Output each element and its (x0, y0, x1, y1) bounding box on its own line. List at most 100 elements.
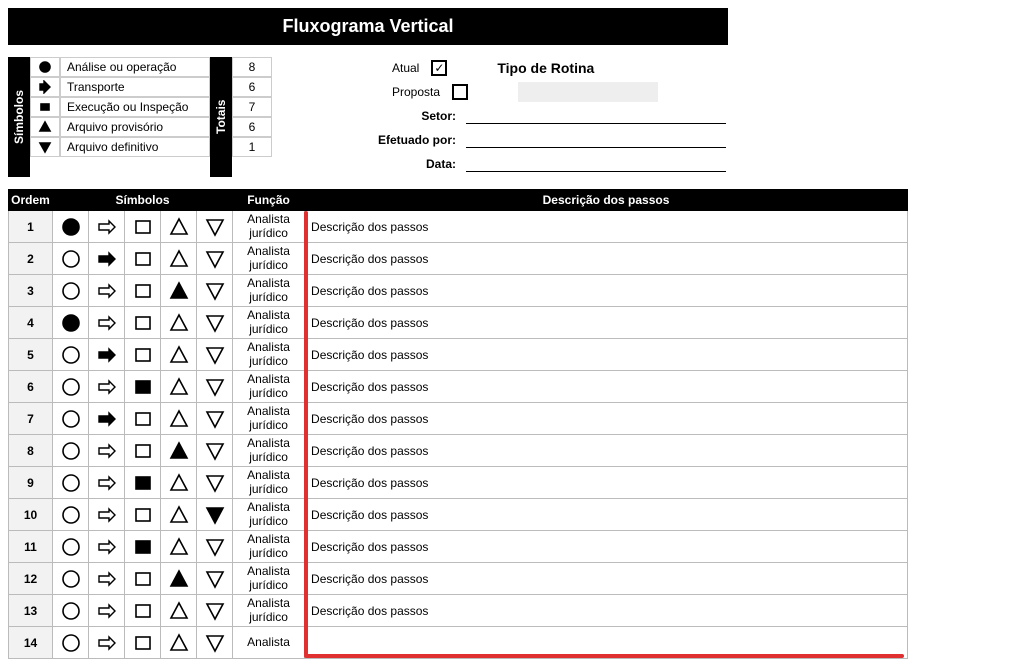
circle-cell[interactable] (53, 563, 89, 595)
circle-cell[interactable] (53, 627, 89, 659)
descricao-cell[interactable]: Descrição dos passos (305, 243, 908, 275)
circle-cell[interactable] (53, 435, 89, 467)
triangle-down-cell[interactable] (197, 211, 233, 243)
triangle-down-cell[interactable] (197, 275, 233, 307)
triangle-up-cell[interactable] (161, 275, 197, 307)
circle-cell[interactable] (53, 371, 89, 403)
square-cell[interactable] (125, 403, 161, 435)
atual-checkbox[interactable]: ✓ (431, 60, 447, 76)
triangle-up-cell[interactable] (161, 371, 197, 403)
triangle-up-cell[interactable] (161, 595, 197, 627)
square-cell[interactable] (125, 467, 161, 499)
circle-cell[interactable] (53, 499, 89, 531)
table-row: 3AnalistajurídicoDescrição dos passos (9, 275, 908, 307)
triangle-up-cell[interactable] (161, 307, 197, 339)
square-cell[interactable] (125, 595, 161, 627)
arrow-cell[interactable] (89, 403, 125, 435)
square-cell[interactable] (125, 563, 161, 595)
descricao-cell[interactable]: Descrição dos passos (305, 307, 908, 339)
arrow-cell[interactable] (89, 339, 125, 371)
triangle-down-cell[interactable] (197, 531, 233, 563)
triangle-down-cell[interactable] (197, 467, 233, 499)
triangle-up-cell[interactable] (161, 467, 197, 499)
circle-cell[interactable] (53, 307, 89, 339)
table-row: 14Analista (9, 627, 908, 659)
arrow-cell[interactable] (89, 467, 125, 499)
circle-cell[interactable] (53, 403, 89, 435)
arrow-cell[interactable] (89, 627, 125, 659)
page-title: Fluxograma Vertical (8, 8, 728, 45)
descricao-cell[interactable] (305, 627, 908, 659)
circle-cell[interactable] (53, 595, 89, 627)
arrow-cell[interactable] (89, 307, 125, 339)
descricao-cell[interactable]: Descrição dos passos (305, 531, 908, 563)
arrow-cell[interactable] (89, 435, 125, 467)
circle-cell[interactable] (53, 531, 89, 563)
arrow-cell[interactable] (89, 499, 125, 531)
triangle-down-cell[interactable] (197, 307, 233, 339)
data-input[interactable] (466, 156, 726, 172)
square-cell[interactable] (125, 435, 161, 467)
descricao-cell[interactable]: Descrição dos passos (305, 403, 908, 435)
triangle-up-cell[interactable] (161, 627, 197, 659)
triangle-up-cell[interactable] (161, 563, 197, 595)
triangle-up-cell[interactable] (161, 339, 197, 371)
legend-row: Arquivo definitivo (30, 137, 210, 157)
square-cell[interactable] (125, 275, 161, 307)
ordem-cell: 6 (9, 371, 53, 403)
triangle-down-cell[interactable] (197, 563, 233, 595)
square-cell[interactable] (125, 531, 161, 563)
triangle-down-cell[interactable] (197, 627, 233, 659)
triangle-up-cell[interactable] (161, 499, 197, 531)
setor-label: Setor: (332, 109, 462, 123)
descricao-cell[interactable]: Descrição dos passos (305, 435, 908, 467)
tipo-de-rotina-label: Tipo de Rotina (497, 60, 594, 76)
square-cell[interactable] (125, 371, 161, 403)
funcao-cell: Analistajurídico (233, 275, 305, 307)
descricao-cell[interactable]: Descrição dos passos (305, 275, 908, 307)
triangle-down-cell[interactable] (197, 403, 233, 435)
circle-cell[interactable] (53, 243, 89, 275)
descricao-cell[interactable]: Descrição dos passos (305, 211, 908, 243)
descricao-cell[interactable]: Descrição dos passos (305, 595, 908, 627)
triangle-down-cell[interactable] (197, 371, 233, 403)
square-cell[interactable] (125, 627, 161, 659)
square-cell[interactable] (125, 243, 161, 275)
proposta-checkbox[interactable] (452, 84, 468, 100)
arrow-cell[interactable] (89, 531, 125, 563)
triangle-up-cell[interactable] (161, 211, 197, 243)
triangle-down-cell[interactable] (197, 499, 233, 531)
descricao-cell[interactable]: Descrição dos passos (305, 499, 908, 531)
circle-cell[interactable] (53, 339, 89, 371)
arrow-cell[interactable] (89, 275, 125, 307)
triangle-down-cell[interactable] (197, 339, 233, 371)
triangle-down-cell[interactable] (197, 595, 233, 627)
square-cell[interactable] (125, 307, 161, 339)
square-cell[interactable] (125, 499, 161, 531)
arrow-cell[interactable] (89, 211, 125, 243)
square-cell[interactable] (125, 211, 161, 243)
square-cell[interactable] (125, 339, 161, 371)
descricao-cell[interactable]: Descrição dos passos (305, 467, 908, 499)
triangle-down-cell[interactable] (197, 435, 233, 467)
descricao-cell[interactable]: Descrição dos passos (305, 339, 908, 371)
triangle-up-cell[interactable] (161, 243, 197, 275)
efetuado-por-input[interactable] (466, 132, 726, 148)
circle-cell[interactable] (53, 211, 89, 243)
tipo-de-rotina-field[interactable] (518, 82, 658, 102)
triangle-down-cell[interactable] (197, 243, 233, 275)
arrow-cell[interactable] (89, 243, 125, 275)
circle-cell[interactable] (53, 467, 89, 499)
arrow-cell[interactable] (89, 371, 125, 403)
arrow-cell[interactable] (89, 595, 125, 627)
setor-input[interactable] (466, 108, 726, 124)
triangle-up-cell[interactable] (161, 531, 197, 563)
arrow-cell[interactable] (89, 563, 125, 595)
triangle-up-cell[interactable] (161, 435, 197, 467)
descricao-cell[interactable]: Descrição dos passos (305, 371, 908, 403)
triangle-up-cell[interactable] (161, 403, 197, 435)
circle-icon (30, 57, 60, 77)
descricao-cell[interactable]: Descrição dos passos (305, 563, 908, 595)
legend-item-label: Arquivo definitivo (60, 137, 210, 157)
circle-cell[interactable] (53, 275, 89, 307)
